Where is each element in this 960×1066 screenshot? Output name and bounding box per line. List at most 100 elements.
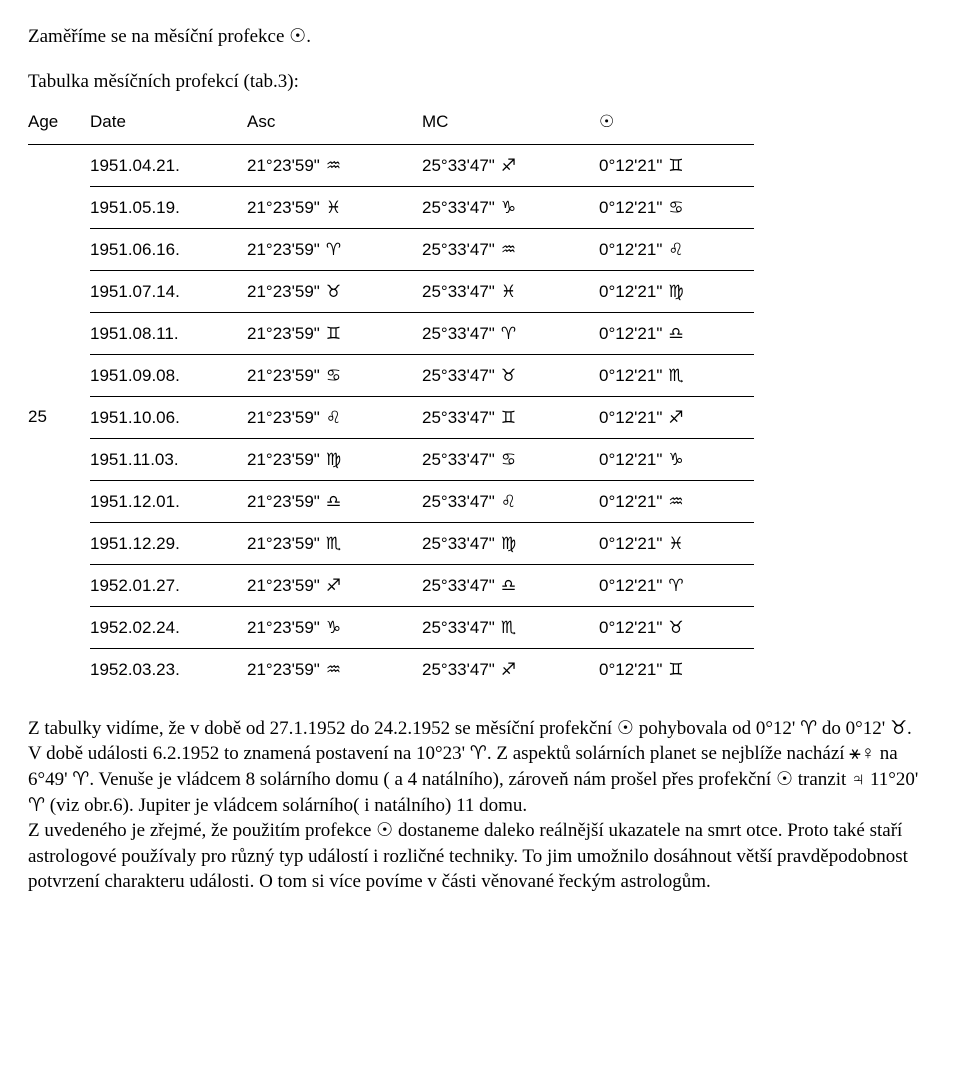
asc-cell: 21°23'59" ♓ [247,186,422,228]
zodiac-icon: ♊ [501,409,516,426]
sun-cell: 0°12'21"♎ [599,312,754,354]
zodiac-icon: ♒ [326,661,341,678]
mc-cell: 25°33'47"♌ [422,480,599,522]
zodiac-icon: ♍ [326,451,341,468]
date-value: 1951.09.08. [90,367,180,384]
zodiac-icon: ♉ [501,367,516,384]
asc-value: 21°23'59" [247,199,320,216]
zodiac-icon: ♌ [668,241,683,258]
asc-cell: 21°23'59"♋ [247,354,422,396]
sun-value: 0°12'21" [599,661,662,678]
asc-value: 21°23'59" [247,619,320,636]
zodiac-icon: ♑ [326,619,341,636]
date-value: 1952.01.27. [90,577,180,594]
sun-cell: 0°12'21"♒ [599,480,754,522]
text: (viz obr.6). Jupiter je vládcem solárníh… [45,795,527,816]
table-row: 1952.02.24.21°23'59"♑25°33'47"♏0°12'21"♉ [28,606,754,648]
age-cell: 25 [28,144,90,690]
sun-cell: 0°12'21" ♋ [599,186,754,228]
asc-value: 21°23'59" [247,325,320,342]
hdr-asc: Asc [247,111,422,145]
sun-value: 0°12'21" [599,199,662,216]
date-cell: 1951.09.08. [90,354,247,396]
date-cell: 1951.08.11. [90,312,247,354]
zodiac-icon: ♋ [326,367,341,384]
date-value: 1951.10.06. [90,409,180,426]
date-value: 1952.03.23. [90,661,180,678]
date-cell: 1951.06.16. [90,228,247,270]
asc-cell: 21°23'59"♍ [247,438,422,480]
zodiac-icon: ♓ [501,283,516,300]
zodiac-icon: ♍ [668,283,683,300]
date-cell: 1951.05.19. [90,186,247,228]
sun-value: 0°12'21" [599,535,662,552]
mc-value: 25°33'47" [422,367,495,384]
sun-cell: 0°12'21"♉ [599,606,754,648]
date-value: 1951.11.03. [90,451,179,468]
mc-value: 25°33'47" [422,577,495,594]
sun-value: 0°12'21" [599,241,662,258]
mc-value: 25°33'47" [422,619,495,636]
sun-cell: 0°12'21" ♌ [599,228,754,270]
zodiac-icon: ♓ [326,199,341,216]
asc-cell: 21°23'59"♏ [247,522,422,564]
date-value: 1951.07.14. [90,283,180,300]
mc-value: 25°33'47" [422,199,495,216]
zodiac-icon: ♐ [326,577,341,594]
date-value: 1951.05.19. [90,199,180,216]
sun-icon: ☉ [776,769,793,790]
zodiac-icon: ♑ [668,451,683,468]
asc-cell: 21°23'59"♒ [247,144,422,186]
mc-cell: 25°33'47"♍ [422,522,599,564]
sun-value: 0°12'21" [599,157,662,174]
mc-cell: 25°33'47"♒ [422,228,599,270]
text: pohybovala od 0°12' [634,718,800,739]
sun-icon: ☉ [289,26,306,47]
asc-cell: 21°23'59" ♈ [247,228,422,270]
mc-value: 25°33'47" [422,409,495,426]
asc-cell: 21°23'59"♊ [247,312,422,354]
body-paragraph: Z tabulky vidíme, že v době od 27.1.1952… [28,716,920,895]
sun-value: 0°12'21" [599,619,662,636]
mc-value: 25°33'47" [422,241,495,258]
intro-text-a: Zaměříme se na měsíční profekce [28,26,289,47]
zodiac-icon: ♓ [668,535,683,552]
sun-value: 0°12'21" [599,451,662,468]
hdr-sun: ☉ [599,111,754,145]
asc-value: 21°23'59" [247,409,320,426]
mc-cell: 25°33'47" ♉ [422,354,599,396]
date-cell: 1951.12.01. [90,480,247,522]
zodiac-icon: ♐ [501,157,516,174]
asc-value: 21°23'59" [247,241,320,258]
profection-table: Age Date Asc MC ☉ 251951.04.21. 21°23'59"… [28,111,754,690]
table-header-row: Age Date Asc MC ☉ [28,111,754,145]
asc-value: 21°23'59" [247,493,320,510]
date-cell: 1951.10.06. [90,396,247,438]
zodiac-icon: ♋ [668,199,683,216]
asc-value: 21°23'59" [247,577,320,594]
sun-cell: 0°12'21"♊ [599,648,754,690]
asc-value: 21°23'59" [247,661,320,678]
date-cell: 1952.03.23. [90,648,247,690]
aries-icon: ♈ [72,769,89,790]
text: Z uvedeného je zřejmé, že použitím profe… [28,820,376,841]
aries-icon: ♈ [470,743,487,764]
zodiac-icon: ♐ [668,409,683,426]
mc-cell: 25°33'47"♎ [422,564,599,606]
sextile-icon: ⚹ [849,743,860,764]
asc-cell: 21°23'59"♎ [247,480,422,522]
zodiac-icon: ♏ [668,367,683,384]
asc-value: 21°23'59" [247,157,320,174]
zodiac-icon: ♈ [326,241,341,258]
zodiac-icon: ♒ [668,493,683,510]
sun-value: 0°12'21" [599,283,662,300]
text: tranzit [793,769,851,790]
date-value: 1951.08.11. [90,325,179,342]
zodiac-icon: ♍ [501,535,516,552]
zodiac-icon: ♈ [501,325,516,342]
date-value: 1951.04.21. [90,157,180,174]
mc-cell: 25°33'47"♐ [422,648,599,690]
zodiac-icon: ♏ [501,619,516,636]
mc-cell: 25°33'47"♈ [422,312,599,354]
zodiac-icon: ♑ [501,199,516,216]
